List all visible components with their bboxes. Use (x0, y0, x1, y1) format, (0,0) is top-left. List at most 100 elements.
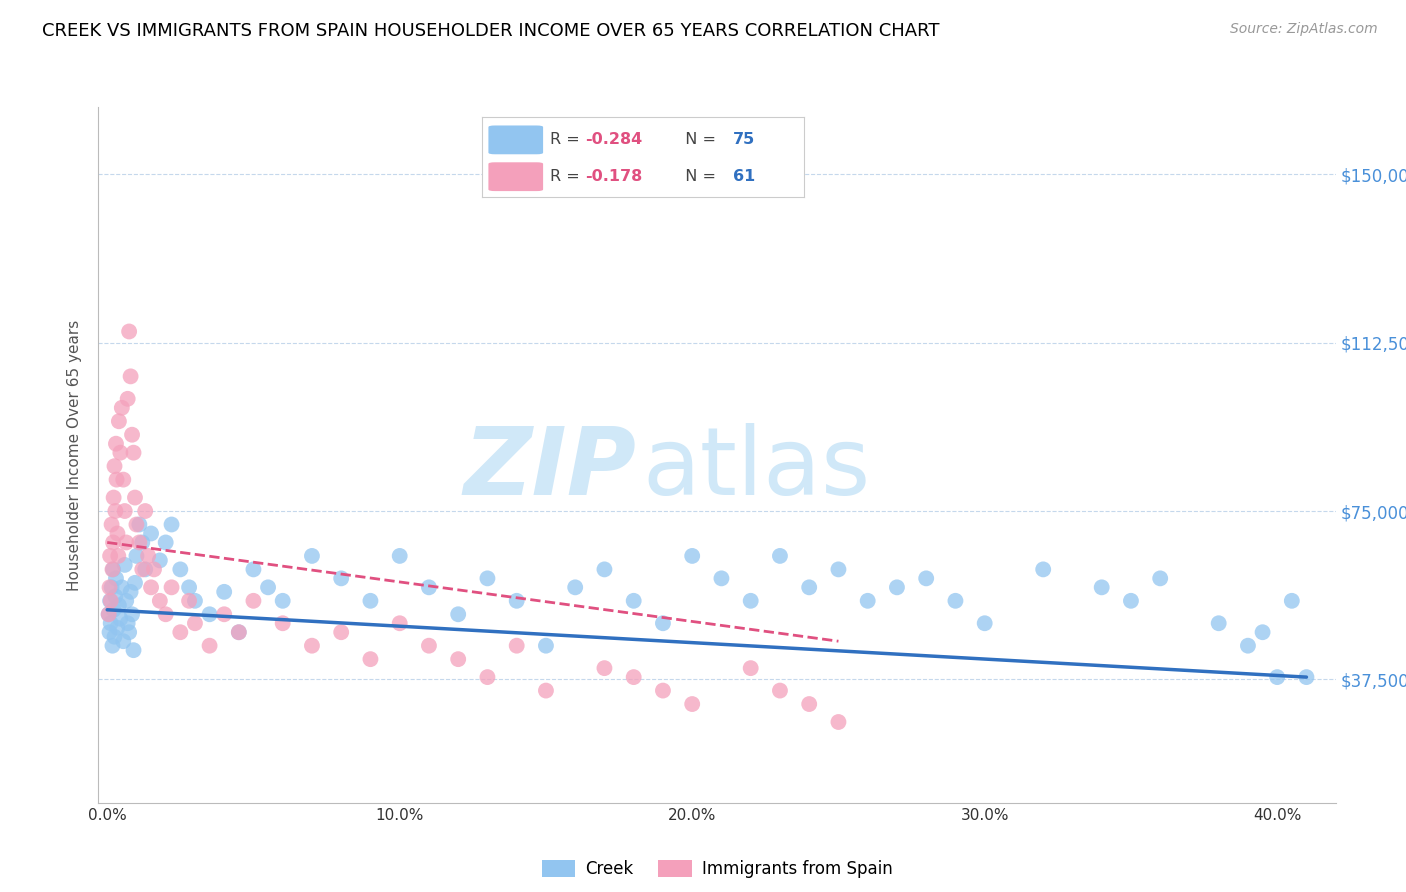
Point (101, 562, 124, 576)
Point (827, 714, 849, 729)
Point (505, 594, 527, 608)
Point (177, 580, 200, 594)
Point (128, 517, 150, 532)
Point (198, 607, 221, 622)
Point (100, 580, 122, 594)
Point (447, 607, 470, 622)
Text: 61: 61 (733, 169, 755, 184)
Point (242, 562, 264, 576)
Point (103, 603, 125, 617)
Point (212, 607, 235, 622)
Point (128, 535, 150, 549)
Point (107, 526, 129, 541)
Text: N =: N = (675, 169, 721, 184)
Point (110, 445, 132, 459)
Point (112, 634, 135, 648)
Point (242, 594, 264, 608)
Point (103, 630, 125, 644)
Point (915, 571, 938, 585)
Point (136, 549, 159, 563)
Point (139, 526, 162, 541)
Point (330, 571, 353, 585)
Point (973, 616, 995, 631)
Point (623, 594, 645, 608)
Point (1237, 639, 1260, 653)
Point (769, 549, 792, 563)
Point (101, 639, 124, 653)
Point (98, 580, 121, 594)
Text: -0.178: -0.178 (585, 169, 643, 184)
Point (359, 594, 381, 608)
Point (104, 571, 127, 585)
Point (1032, 562, 1054, 576)
Point (447, 652, 470, 666)
Text: CREEK VS IMMIGRANTS FROM SPAIN HOUSEHOLDER INCOME OVER 65 YEARS CORRELATION CHAR: CREEK VS IMMIGRANTS FROM SPAIN HOUSEHOLD… (42, 22, 939, 40)
Point (117, 616, 139, 631)
Point (101, 535, 124, 549)
Point (1251, 625, 1274, 640)
Point (1091, 580, 1114, 594)
Point (104, 436, 127, 450)
Point (359, 652, 381, 666)
Point (330, 625, 353, 640)
Point (104, 504, 127, 518)
Point (131, 535, 153, 549)
FancyBboxPatch shape (488, 162, 543, 191)
Point (257, 580, 280, 594)
Point (149, 553, 172, 567)
Point (623, 670, 645, 684)
Point (1295, 670, 1317, 684)
Point (98, 594, 121, 608)
Point (169, 562, 191, 576)
Point (118, 625, 141, 640)
Point (198, 639, 221, 653)
Point (143, 562, 166, 576)
Point (388, 549, 411, 563)
Point (1281, 594, 1303, 608)
Point (301, 549, 323, 563)
Point (1119, 594, 1142, 608)
Point (98, 549, 121, 563)
Point (103, 491, 125, 505)
Point (160, 580, 183, 594)
Point (564, 580, 586, 594)
Point (886, 580, 908, 594)
Point (740, 661, 762, 675)
Point (945, 594, 967, 608)
Text: Source: ZipAtlas.com: Source: ZipAtlas.com (1230, 22, 1378, 37)
Point (107, 549, 129, 563)
Text: 75: 75 (733, 132, 755, 147)
Point (117, 392, 139, 406)
Point (111, 401, 134, 415)
Point (139, 580, 162, 594)
Point (120, 369, 142, 384)
Point (155, 607, 177, 622)
Text: R =: R = (550, 132, 585, 147)
Point (122, 445, 145, 459)
Text: N =: N = (675, 132, 721, 147)
Text: ZIP: ZIP (464, 423, 637, 515)
Point (184, 616, 207, 631)
Point (477, 571, 499, 585)
Point (108, 414, 131, 428)
Point (122, 643, 145, 657)
Point (115, 535, 138, 549)
Point (121, 427, 143, 442)
Point (177, 594, 200, 608)
Point (710, 571, 733, 585)
Point (100, 517, 122, 532)
Point (125, 517, 148, 532)
Point (228, 625, 250, 640)
Point (97, 607, 120, 622)
Point (856, 594, 879, 608)
Point (681, 697, 703, 711)
Point (131, 562, 153, 576)
Point (769, 683, 792, 698)
Point (125, 549, 148, 563)
Point (593, 661, 616, 675)
Point (98, 625, 121, 640)
FancyBboxPatch shape (488, 126, 543, 154)
Point (827, 562, 849, 576)
Point (124, 491, 146, 505)
Point (160, 517, 183, 532)
